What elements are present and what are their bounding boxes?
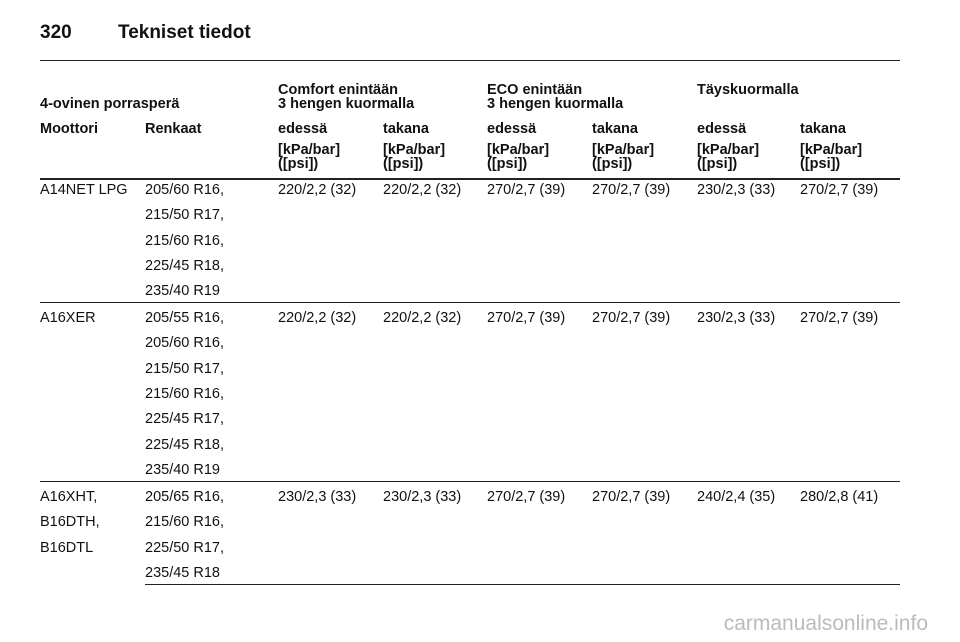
engine-cell: A14NET LPG (40, 182, 128, 198)
tire-cell: 205/55 R16, (145, 310, 225, 326)
engine-cell: B16DTH, (40, 514, 100, 531)
watermark: carmanualsonline.info (723, 612, 928, 635)
column-header: Moottori (40, 121, 98, 137)
tire-cell: 205/60 R16, (145, 182, 225, 198)
group-header: 3 hengen kuormalla (487, 96, 624, 112)
pressure-cell: 270/2,7 (39) (800, 310, 879, 326)
group-header: ECO enintään (487, 82, 583, 98)
unit-header: ([psi]) (383, 156, 424, 172)
page-title: Tekniset tiedot (118, 22, 251, 43)
unit-header: [kPa/bar] (487, 142, 550, 158)
unit-header: ([psi]) (487, 156, 528, 172)
page-number: 320 (40, 22, 72, 43)
group-header: Comfort enintään (278, 82, 399, 98)
pressure-cell: 220/2,2 (32) (278, 310, 357, 326)
tire-cell: 225/50 R17, (145, 539, 225, 556)
pressure-cell: 220/2,2 (32) (383, 182, 462, 198)
tire-cell: 215/60 R16, (145, 385, 225, 402)
pressure-cell: 230/2,3 (33) (697, 182, 776, 198)
tire-cell: 235/45 R18 (145, 564, 220, 581)
column-header: edessä (487, 121, 537, 137)
group-header: Täyskuormalla (697, 82, 799, 98)
group-header: 3 hengen kuormalla (278, 96, 415, 112)
unit-header: [kPa/bar] (800, 142, 863, 158)
tire-cell: 215/50 R17, (145, 360, 225, 377)
tire-cell: 205/65 R16, (145, 489, 225, 505)
unit-header: [kPa/bar] (697, 142, 760, 158)
engine-cell: A16XER (40, 310, 96, 326)
pressure-cell: 230/2,3 (33) (383, 489, 462, 505)
pressure-cell: 270/2,7 (39) (487, 310, 566, 326)
column-header: edessä (697, 121, 747, 137)
tire-cell: 225/45 R18, (145, 436, 225, 453)
unit-header: [kPa/bar] (592, 142, 655, 158)
pressure-cell: 220/2,2 (32) (278, 182, 357, 198)
engine-cell: A16XHT, (40, 489, 98, 505)
table-caption: 4-ovinen porrasperä (40, 96, 180, 112)
row-rule (40, 481, 900, 482)
pressure-cell: 280/2,8 (41) (800, 489, 879, 505)
column-header: edessä (278, 121, 328, 137)
unit-header: ([psi]) (592, 156, 633, 172)
unit-header: [kPa/bar] (383, 142, 446, 158)
engine-cell: B16DTL (40, 539, 94, 556)
unit-header: ([psi]) (278, 156, 319, 172)
tire-cell: 215/60 R16, (145, 514, 225, 531)
tire-cell: 235/40 R19 (145, 283, 220, 300)
pressure-cell: 270/2,7 (39) (487, 489, 566, 505)
unit-header: ([psi]) (800, 156, 841, 172)
pressure-cell: 220/2,2 (32) (383, 310, 462, 326)
pressure-cell: 230/2,3 (33) (697, 310, 776, 326)
column-header: takana (383, 121, 429, 137)
pressure-cell: 270/2,7 (39) (800, 182, 879, 198)
tire-cell: 215/60 R16, (145, 232, 225, 249)
pressure-cell: 270/2,7 (39) (592, 182, 671, 198)
column-header: takana (592, 121, 638, 137)
header-rule (40, 60, 900, 61)
column-header: Renkaat (145, 121, 202, 137)
tire-cell: 225/45 R17, (145, 411, 225, 428)
unit-header: [kPa/bar] (278, 142, 341, 158)
pressure-cell: 270/2,7 (39) (592, 489, 671, 505)
pressure-cell: 270/2,7 (39) (592, 310, 671, 326)
pressure-cell: 270/2,7 (39) (487, 182, 566, 198)
row-rule (145, 584, 900, 585)
tire-cell: 205/60 R16, (145, 335, 225, 352)
column-header: takana (800, 121, 846, 137)
tire-cell: 235/40 R19 (145, 461, 220, 478)
row-rule (40, 302, 900, 303)
pressure-cell: 230/2,3 (33) (278, 489, 357, 505)
pressure-cell: 240/2,4 (35) (697, 489, 776, 505)
tire-cell: 225/45 R18, (145, 257, 225, 274)
tire-cell: 215/50 R17, (145, 207, 225, 224)
unit-header: ([psi]) (697, 156, 738, 172)
header-rule (40, 178, 900, 180)
